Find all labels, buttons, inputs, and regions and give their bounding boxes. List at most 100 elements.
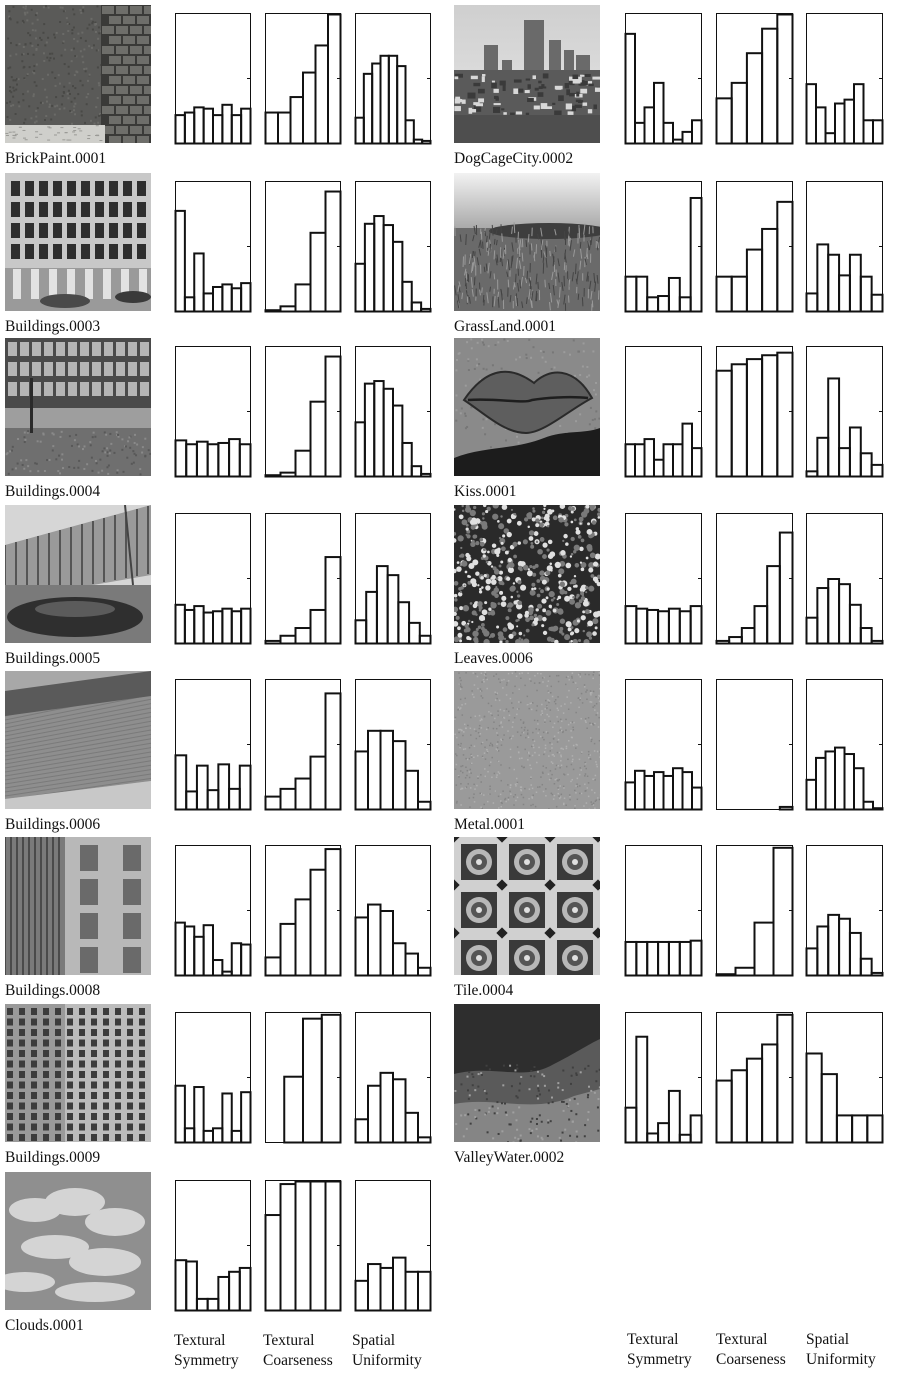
texture-thumbnail-dogcagecity-0002 — [454, 5, 600, 143]
histogram-bar-5 — [776, 200, 794, 313]
histogram-bar-3 — [827, 377, 841, 478]
histogram-bar-7 — [410, 465, 423, 478]
histogram-dogcagecity-0002-textural-symmetry — [624, 13, 703, 145]
texture-thumbnail-buildings-0009 — [5, 1004, 151, 1142]
histogram-frame — [625, 181, 702, 312]
histogram-bar-7 — [870, 293, 884, 313]
histogram-tile-0004-textural-symmetry — [624, 845, 703, 977]
histogram-bar-4 — [320, 1013, 342, 1144]
texture-caption-dogcagecity-0002: DogCageCity.0002 — [454, 150, 574, 167]
histogram-buildings-0005-textural-symmetry — [174, 513, 252, 645]
histogram-bar-5 — [392, 240, 404, 313]
axis-label-textural-symmetry-left: Textural Symmetry — [174, 1332, 239, 1370]
texture-thumbnail-metal-0001 — [454, 671, 600, 809]
histogram-clouds-0001-spatial-uniformity — [354, 1180, 432, 1312]
histogram-bar-7 — [689, 939, 703, 977]
histogram-kiss-0001-textural-symmetry — [624, 346, 703, 478]
histogram-frame — [625, 1012, 702, 1143]
histogram-bar-6 — [401, 280, 413, 313]
histogram-bar-7 — [870, 639, 884, 645]
histogram-bar-5 — [848, 931, 862, 977]
histogram-bar-6 — [401, 441, 413, 478]
histogram-bar-4 — [202, 924, 214, 977]
histogram-bar-5 — [392, 404, 404, 478]
histogram-brickpaint-0001-textural-coarseness — [264, 13, 342, 145]
histogram-bar-6 — [853, 767, 865, 811]
axis-label-textural-symmetry-right: Textural Symmetry — [627, 1331, 692, 1369]
histogram-frame — [265, 1180, 341, 1311]
histogram-bar-7 — [238, 764, 252, 811]
axis-label-textural-coarseness-right: Textural Coarseness — [716, 1331, 786, 1369]
texture-thumbnail-buildings-0006 — [5, 671, 151, 809]
histogram-frame — [175, 346, 251, 477]
histogram-valleywater-0002-textural-symmetry — [624, 1012, 703, 1144]
histogram-bar-7 — [862, 800, 874, 811]
histogram-bar-5 — [404, 769, 419, 811]
texture-caption-buildings-0008: Buildings.0008 — [5, 982, 101, 999]
histogram-tile-0004-spatial-uniformity — [805, 845, 884, 977]
texture-thumbnail-buildings-0005 — [5, 505, 151, 643]
histogram-frame — [625, 513, 702, 644]
histogram-brickpaint-0001-spatial-uniformity — [354, 13, 432, 145]
texture-caption-buildings-0004: Buildings.0004 — [5, 483, 101, 500]
histogram-buildings-0004-textural-coarseness — [264, 346, 342, 478]
histogram-dogcagecity-0002-spatial-uniformity — [805, 13, 884, 145]
histogram-leaves-0006-textural-symmetry — [624, 513, 703, 645]
histogram-buildings-0008-textural-symmetry — [174, 845, 252, 977]
histogram-bar-8 — [420, 472, 432, 478]
histogram-buildings-0009-textural-symmetry — [174, 1012, 252, 1144]
histogram-bar-6 — [408, 621, 421, 645]
histogram-bar-6 — [859, 627, 873, 645]
axis-label-spatial-uniformity-right: Spatial Uniformity — [806, 1331, 876, 1369]
histogram-bar-5 — [848, 426, 862, 478]
histogram-bar-3 — [193, 252, 205, 313]
texture-thumbnail-kiss-0001 — [454, 338, 600, 476]
histogram-bar-4 — [392, 1078, 407, 1144]
histogram-bar-1 — [715, 973, 737, 977]
histogram-bar-5 — [324, 848, 342, 977]
histogram-bar-5 — [776, 13, 794, 145]
histogram-bar-1 — [624, 32, 636, 145]
histogram-bar-6 — [859, 957, 873, 977]
histogram-leaves-0006-spatial-uniformity — [805, 513, 884, 645]
histogram-bar-6 — [417, 1270, 432, 1312]
histogram-frame — [716, 346, 793, 477]
histogram-frame — [806, 181, 883, 312]
texture-thumbnail-leaves-0006 — [454, 505, 600, 643]
histogram-bar-3 — [195, 764, 209, 811]
texture-caption-valleywater-0002: ValleyWater.0002 — [454, 1149, 565, 1166]
histogram-bar-5 — [217, 763, 231, 811]
histogram-bar-6 — [396, 65, 407, 145]
histogram-frame — [806, 513, 883, 644]
histogram-bar-7 — [404, 119, 415, 145]
histogram-frame — [716, 679, 793, 810]
histogram-bar-6 — [853, 83, 865, 145]
histogram-bar-1 — [174, 209, 186, 313]
histogram-bar-6 — [778, 805, 794, 811]
histogram-bar-7 — [410, 301, 423, 313]
texture-caption-buildings-0005: Buildings.0005 — [5, 650, 101, 667]
histogram-bar-7 — [418, 634, 432, 645]
histogram-bar-5 — [324, 1180, 342, 1312]
histogram-bar-8 — [240, 607, 252, 645]
histogram-bar-8 — [691, 119, 703, 145]
histogram-metal-0001-textural-coarseness — [716, 679, 794, 811]
histogram-bar-7 — [238, 443, 252, 478]
histogram-bar-7 — [689, 196, 703, 313]
texture-thumbnail-buildings-0004 — [5, 338, 151, 476]
texture-caption-leaves-0006: Leaves.0006 — [454, 650, 533, 667]
histogram-bar-6 — [778, 531, 794, 645]
histogram-brickpaint-0001-textural-symmetry — [174, 13, 252, 145]
histogram-buildings-0009-spatial-uniformity — [354, 1012, 432, 1144]
histogram-frame — [175, 845, 251, 976]
texture-caption-kiss-0001: Kiss.0001 — [454, 483, 517, 500]
axis-label-textural-coarseness-left: Textural Coarseness — [263, 1332, 333, 1370]
histogram-bar-8 — [240, 1091, 252, 1144]
histogram-buildings-0009-textural-coarseness — [265, 1012, 342, 1144]
histogram-bar-9 — [421, 139, 432, 145]
histogram-bar-2 — [635, 1035, 649, 1144]
histogram-frame — [175, 1180, 251, 1311]
histogram-buildings-0004-spatial-uniformity — [354, 346, 432, 478]
histogram-bar-8 — [691, 786, 703, 811]
histogram-bar-4 — [653, 81, 665, 145]
